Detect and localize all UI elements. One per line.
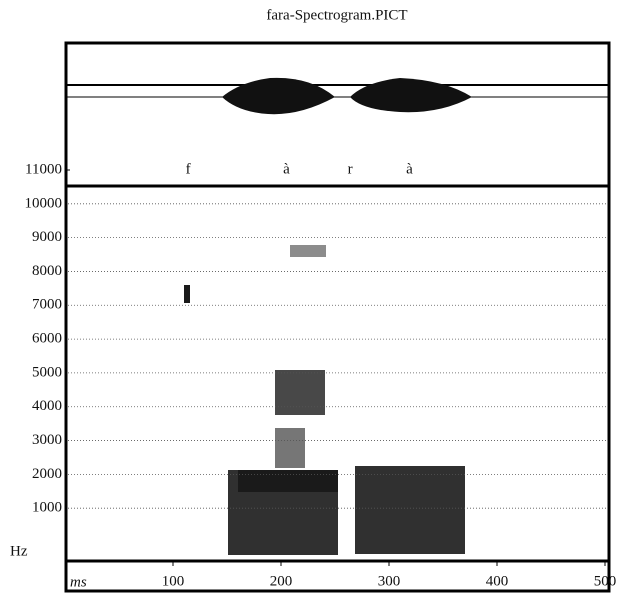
- segment-label: f: [186, 161, 191, 177]
- y-tick-label: 7000: [32, 297, 62, 313]
- segment-label: r: [348, 161, 353, 177]
- energy: [275, 428, 305, 468]
- y-tick-label: 10000: [25, 195, 63, 211]
- y-tick-label: 8000: [32, 263, 62, 279]
- y-tick-label: 2000: [32, 466, 62, 482]
- y-tick-label: 5000: [32, 364, 62, 380]
- waveform: [222, 77, 472, 115]
- spectrogram: [184, 245, 465, 555]
- x-axis-label: ms: [70, 574, 87, 590]
- segment-label: à: [283, 161, 290, 177]
- energy: [355, 466, 465, 554]
- waveform-burst: [350, 78, 472, 113]
- frame: [64, 41, 611, 593]
- y-tick-label: 6000: [32, 331, 62, 347]
- x-tick-label: 500: [594, 573, 617, 589]
- waveform-burst: [222, 77, 335, 115]
- segment-label: à: [406, 161, 413, 177]
- x-tick-label: 300: [378, 573, 401, 589]
- y-tick-label: 11000: [25, 161, 62, 177]
- chart-title: fara-Spectrogram.PICT: [266, 7, 407, 23]
- y-axis-label: Hz: [10, 543, 28, 559]
- energy: [275, 370, 325, 415]
- x-tick-label: 400: [486, 573, 509, 589]
- energy: [238, 470, 338, 492]
- y-tick-label: 4000: [32, 398, 62, 414]
- energy: [184, 285, 190, 303]
- y-tick-label: 9000: [32, 229, 62, 245]
- y-tick-label: 1000: [32, 500, 62, 516]
- energy: [290, 245, 326, 257]
- y-tick-label: 3000: [32, 432, 62, 448]
- x-tick-label: 200: [270, 573, 293, 589]
- x-tick-label: 100: [162, 573, 185, 589]
